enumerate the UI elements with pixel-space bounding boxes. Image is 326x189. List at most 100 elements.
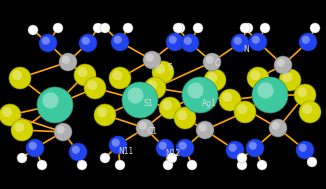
- Circle shape: [234, 101, 256, 123]
- Circle shape: [143, 51, 161, 69]
- Circle shape: [84, 77, 106, 99]
- Text: C: C: [215, 59, 220, 67]
- Circle shape: [167, 153, 177, 163]
- Circle shape: [237, 153, 247, 163]
- Circle shape: [302, 104, 312, 114]
- Circle shape: [175, 23, 185, 33]
- Circle shape: [193, 23, 203, 33]
- Circle shape: [53, 23, 63, 33]
- Circle shape: [163, 160, 173, 170]
- Circle shape: [136, 119, 154, 137]
- Circle shape: [302, 36, 310, 44]
- Circle shape: [184, 37, 192, 45]
- Circle shape: [179, 142, 187, 150]
- Text: N: N: [243, 46, 249, 54]
- Circle shape: [11, 119, 33, 141]
- Circle shape: [156, 139, 174, 157]
- Circle shape: [17, 153, 27, 163]
- Circle shape: [12, 70, 22, 80]
- Circle shape: [100, 23, 110, 33]
- Circle shape: [177, 110, 187, 120]
- Circle shape: [219, 89, 241, 111]
- Circle shape: [72, 146, 80, 154]
- Circle shape: [115, 160, 125, 170]
- Circle shape: [231, 34, 249, 52]
- Circle shape: [203, 53, 221, 71]
- Circle shape: [182, 77, 218, 113]
- Circle shape: [26, 139, 44, 157]
- Circle shape: [144, 77, 166, 99]
- Circle shape: [122, 82, 158, 118]
- Circle shape: [307, 157, 317, 167]
- Circle shape: [247, 67, 269, 89]
- Circle shape: [277, 59, 285, 67]
- Circle shape: [274, 56, 292, 74]
- Circle shape: [139, 122, 147, 130]
- Circle shape: [207, 72, 217, 82]
- Circle shape: [123, 23, 133, 33]
- Circle shape: [258, 82, 274, 99]
- Circle shape: [159, 142, 167, 150]
- Circle shape: [93, 23, 103, 33]
- Circle shape: [159, 97, 181, 119]
- Circle shape: [237, 160, 247, 170]
- Circle shape: [269, 119, 287, 137]
- Circle shape: [147, 80, 157, 90]
- Circle shape: [196, 121, 214, 139]
- Circle shape: [162, 100, 172, 110]
- Circle shape: [226, 141, 244, 159]
- Text: C1: C1: [148, 128, 158, 136]
- Circle shape: [0, 104, 21, 126]
- Circle shape: [57, 126, 65, 134]
- Text: Ag1: Ag1: [202, 98, 217, 108]
- Circle shape: [229, 144, 237, 152]
- Circle shape: [246, 139, 264, 157]
- Circle shape: [42, 92, 59, 109]
- Circle shape: [299, 33, 317, 51]
- Circle shape: [206, 56, 214, 64]
- Circle shape: [296, 141, 314, 159]
- Circle shape: [294, 84, 316, 106]
- Circle shape: [109, 67, 131, 89]
- Circle shape: [299, 101, 321, 123]
- Circle shape: [299, 144, 307, 152]
- Circle shape: [87, 80, 97, 90]
- Circle shape: [176, 139, 194, 157]
- Circle shape: [222, 92, 232, 102]
- Circle shape: [310, 23, 320, 33]
- Circle shape: [9, 67, 31, 89]
- Circle shape: [37, 160, 47, 170]
- Circle shape: [166, 33, 184, 51]
- Circle shape: [252, 36, 260, 44]
- Circle shape: [112, 139, 120, 147]
- Circle shape: [54, 123, 72, 141]
- Circle shape: [199, 124, 207, 132]
- Circle shape: [297, 87, 307, 97]
- Circle shape: [204, 69, 226, 91]
- Circle shape: [155, 64, 165, 74]
- Circle shape: [187, 82, 204, 99]
- Circle shape: [146, 54, 154, 62]
- Circle shape: [249, 33, 267, 51]
- Circle shape: [94, 104, 116, 126]
- Circle shape: [59, 53, 77, 71]
- Circle shape: [62, 56, 70, 64]
- Circle shape: [174, 107, 196, 129]
- Circle shape: [169, 36, 177, 44]
- Circle shape: [252, 77, 288, 113]
- Circle shape: [250, 70, 260, 80]
- Circle shape: [243, 23, 253, 33]
- Text: N12: N12: [165, 149, 180, 157]
- Circle shape: [279, 69, 301, 91]
- Text: N11: N11: [118, 147, 133, 156]
- Circle shape: [82, 37, 90, 45]
- Text: S: S: [168, 64, 173, 73]
- Circle shape: [257, 160, 267, 170]
- Circle shape: [249, 142, 257, 150]
- Circle shape: [77, 160, 87, 170]
- Text: S1: S1: [143, 98, 153, 108]
- Circle shape: [112, 70, 122, 80]
- Circle shape: [28, 25, 38, 35]
- Circle shape: [173, 23, 183, 33]
- Circle shape: [127, 87, 143, 104]
